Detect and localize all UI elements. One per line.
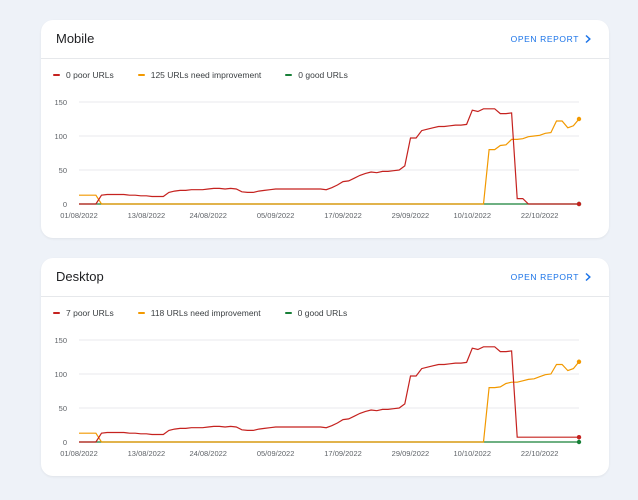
series-endpoint-good	[576, 439, 582, 445]
chart-legend: 0 poor URLs 125 URLs need improvement 0 …	[53, 70, 348, 80]
series-line-need-improvement	[79, 361, 580, 443]
mobile-card: Mobile OPEN REPORT 0 poor URLs 125 URLs …	[41, 20, 609, 238]
y-tick-label: 150	[54, 336, 67, 345]
x-tick-label: 01/08/2022	[60, 449, 98, 458]
x-tick-label: 24/08/2022	[189, 211, 227, 220]
series-endpoint-need-improvement	[576, 116, 582, 122]
x-tick-label: 05/09/2022	[257, 211, 295, 220]
open-report-label: OPEN REPORT	[510, 34, 579, 44]
series-endpoint-poor	[576, 201, 582, 207]
url-status-chart: 0 50 100 150 01/08/2022 13/08/2022 24/08/2022 0…	[54, 336, 582, 458]
chevron-right-icon	[585, 272, 591, 282]
y-tick-label: 100	[54, 132, 67, 141]
x-tick-label: 10/10/2022	[453, 449, 491, 458]
legend-item-poor[interactable]: 7 poor URLs	[53, 308, 114, 318]
chart-legend: 7 poor URLs 118 URLs need improvement 0 …	[53, 308, 347, 318]
y-tick-label: 50	[59, 404, 67, 413]
x-tick-label: 22/10/2022	[521, 449, 559, 458]
x-tick-label: 13/08/2022	[128, 211, 166, 220]
x-tick-label: 13/08/2022	[128, 449, 166, 458]
open-report-link[interactable]: OPEN REPORT	[511, 272, 593, 282]
x-tick-label: 17/09/2022	[324, 211, 362, 220]
open-report-link[interactable]: OPEN REPORT	[511, 34, 593, 44]
legend-item-poor[interactable]: 0 poor URLs	[53, 70, 114, 80]
y-tick-label: 0	[63, 438, 67, 447]
x-tick-label: 29/09/2022	[392, 211, 430, 220]
x-tick-label: 29/09/2022	[392, 449, 430, 458]
legend-item-need-improvement[interactable]: 125 URLs need improvement	[137, 70, 261, 80]
legend-item-good[interactable]: 0 good URLs	[284, 308, 347, 318]
y-tick-label: 50	[59, 166, 67, 175]
series-line-need-improvement	[79, 118, 580, 205]
x-tick-label: 17/09/2022	[324, 449, 362, 458]
x-tick-label: 01/08/2022	[60, 211, 98, 220]
x-tick-label: 05/09/2022	[257, 449, 295, 458]
card-header: Mobile OPEN REPORT	[41, 20, 609, 59]
y-tick-label: 150	[54, 98, 67, 107]
series-line-poor	[79, 346, 579, 443]
card-header: Desktop OPEN REPORT	[41, 258, 609, 297]
card-title: Desktop	[56, 269, 104, 284]
series-endpoint-need-improvement	[576, 359, 582, 364]
open-report-label: OPEN REPORT	[510, 272, 579, 282]
card-title: Mobile	[56, 31, 95, 46]
y-tick-label: 0	[63, 200, 67, 209]
x-tick-label: 22/10/2022	[521, 211, 559, 220]
series-line-poor	[79, 108, 579, 205]
x-tick-label: 10/10/2022	[453, 211, 491, 220]
url-status-chart: 0 50 100 150 01/08/2022 13/08/2022 24/08/2022 0…	[54, 98, 582, 220]
chevron-right-icon	[585, 34, 591, 44]
series-endpoint-poor	[576, 435, 582, 440]
legend-item-need-improvement[interactable]: 118 URLs need improvement	[137, 308, 261, 318]
desktop-card: Desktop OPEN REPORT 7 poor URLs 118 URLs…	[41, 258, 609, 476]
legend-item-good[interactable]: 0 good URLs	[285, 70, 348, 80]
x-tick-label: 24/08/2022	[189, 449, 227, 458]
y-tick-label: 100	[54, 370, 67, 379]
